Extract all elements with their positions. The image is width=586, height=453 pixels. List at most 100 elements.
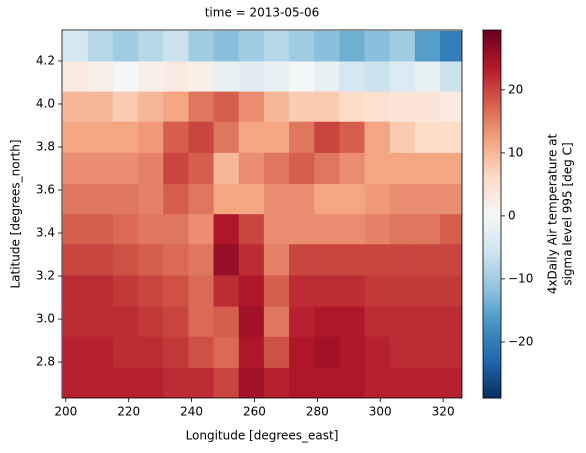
heatmap-cell — [238, 121, 265, 153]
heatmap-cell — [163, 306, 189, 337]
colorbar-step — [483, 241, 501, 246]
colorbar-step — [483, 180, 501, 184]
heatmap-cell — [389, 367, 416, 398]
colorbar-step — [483, 152, 501, 157]
heatmap-cell — [314, 274, 340, 307]
heatmap-cell — [163, 60, 189, 92]
heatmap-cell — [414, 336, 441, 368]
colorbar-step — [483, 345, 501, 350]
heatmap-cell — [439, 243, 462, 276]
heatmap-cell — [289, 91, 315, 122]
colorbar-step — [483, 388, 501, 393]
colorbar-step — [483, 174, 501, 178]
heatmap-cell — [314, 243, 340, 276]
colorbar-step — [483, 82, 501, 86]
heatmap-cell — [339, 152, 366, 185]
heatmap-cell — [364, 274, 391, 307]
colorbar-step — [483, 42, 501, 46]
colorbar-step — [483, 290, 501, 295]
colorbar-step — [483, 149, 501, 154]
colorbar-step — [483, 204, 501, 209]
heatmap-cell — [138, 213, 164, 245]
heatmap-cell — [188, 336, 215, 368]
colorbar-step — [483, 100, 501, 105]
colorbar-step — [483, 122, 501, 126]
heatmap-cell — [87, 30, 114, 62]
heatmap-cell — [163, 213, 189, 245]
colorbar-step — [483, 318, 501, 322]
colorbar-step — [483, 39, 501, 43]
colorbar-label: sigma level 995 [deg C] — [561, 142, 575, 285]
colorbar-step — [483, 229, 501, 233]
x-tick-label: 240 — [180, 405, 203, 419]
colorbar-step — [483, 247, 501, 252]
chart-title: time = 2013-05-06 — [205, 6, 320, 20]
heatmap-cell — [138, 30, 164, 62]
heatmap-cell — [62, 243, 89, 276]
colorbar-step — [483, 309, 501, 313]
heatmap-cell — [87, 367, 114, 398]
heatmap-cell — [414, 306, 441, 337]
colorbar-step — [483, 161, 501, 166]
plot-frame — [61, 29, 463, 399]
heatmap-cell — [414, 30, 441, 62]
heatmap-cell — [112, 30, 139, 62]
heatmap-cell — [62, 183, 89, 215]
heatmap-cell — [188, 91, 215, 122]
heatmap-cell — [87, 274, 114, 307]
heatmap-cell — [364, 306, 391, 337]
colorbar-step — [483, 260, 501, 264]
heatmap-cell — [439, 121, 462, 153]
heatmap-cell — [389, 213, 416, 245]
heatmap-cell — [87, 152, 114, 185]
heatmap-cell — [138, 336, 164, 368]
colorbar-step — [483, 164, 501, 169]
heatmap-cell — [188, 60, 215, 92]
heatmap-cell — [339, 336, 366, 368]
heatmap-cell — [389, 30, 416, 62]
heatmap-cell — [238, 306, 265, 337]
heatmap-cell — [439, 30, 462, 62]
colorbar-step — [483, 57, 501, 62]
y-tick-label: 4.0 — [36, 96, 55, 110]
colorbar-step — [483, 168, 501, 172]
heatmap-cell — [389, 336, 416, 368]
heatmap-cell — [389, 306, 416, 337]
colorbar-step — [483, 278, 501, 282]
heatmap-cell — [62, 274, 89, 307]
colorbar-step — [483, 94, 501, 98]
heatmap-cell — [364, 152, 391, 185]
colorbar-step — [483, 91, 501, 95]
colorbar-step — [483, 207, 501, 212]
heatmap-cell — [389, 183, 416, 215]
heatmap-cell — [62, 152, 89, 185]
colorbar-step — [483, 214, 501, 218]
colorbar — [483, 30, 501, 399]
heatmap-cell — [62, 367, 89, 398]
colorbar-step — [483, 171, 501, 175]
colorbar-step — [483, 296, 501, 301]
heatmap-cell — [289, 336, 315, 368]
heatmap-cell — [314, 91, 340, 122]
heatmap-cell — [314, 336, 340, 368]
y-tick-label: 3.6 — [36, 183, 55, 197]
heatmap-cell — [213, 243, 240, 276]
colorbar-step — [483, 112, 501, 117]
heatmap-cell — [62, 213, 89, 245]
heatmap-cell — [263, 274, 290, 307]
colorbar-step — [483, 72, 501, 77]
colorbar-step — [483, 284, 501, 289]
heatmap-cell — [339, 30, 366, 62]
heatmap-cell — [364, 30, 391, 62]
heatmap-cell — [213, 121, 240, 153]
colorbar-step — [483, 217, 501, 221]
colorbar-step — [483, 109, 501, 114]
colorbar-step — [483, 131, 501, 135]
heatmap-cell — [213, 274, 240, 307]
colorbar-step — [483, 118, 501, 123]
x-tick-label: 200 — [54, 405, 77, 419]
y-axis-label: Latitude [degrees_north] — [9, 139, 23, 288]
heatmap-cell — [289, 30, 315, 62]
heatmap-cell — [439, 367, 462, 398]
heatmap-cell — [62, 336, 89, 368]
